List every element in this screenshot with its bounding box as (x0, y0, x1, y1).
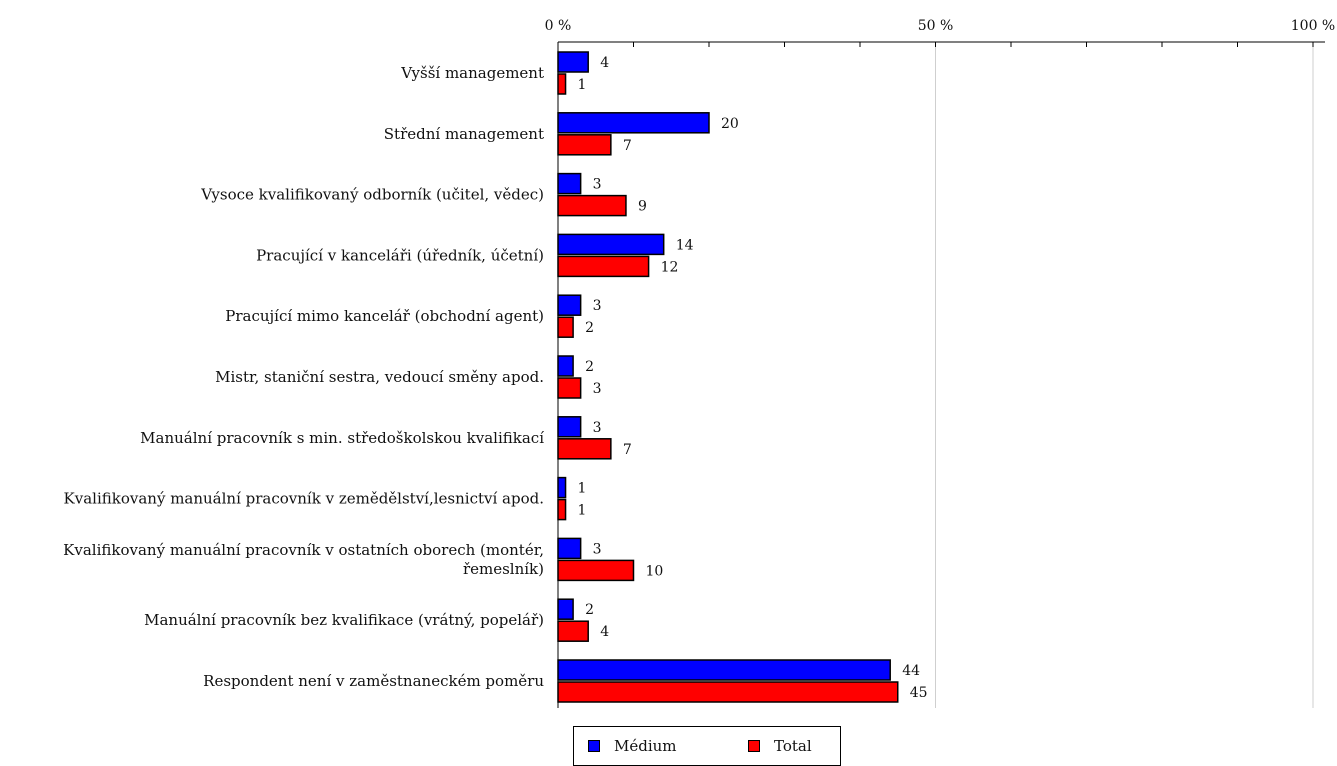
bar-total-1 (557, 134, 612, 156)
value-label-medium-9: 2 (585, 602, 594, 618)
category-label-4: Pracující mimo kancelář (obchodní agent) (225, 307, 544, 325)
bar-total-8 (557, 559, 635, 582)
bar-total-9 (557, 620, 589, 642)
value-label-medium-5: 2 (585, 359, 594, 375)
bars (557, 51, 899, 703)
category-label-6: Manuální pracovník s min. středoškolskou… (140, 429, 544, 447)
category-label-0: Vyšší management (400, 64, 544, 82)
bar-total-7 (557, 498, 567, 521)
bar-medium-2 (557, 172, 582, 195)
category-label-8: Kvalifikovaný manuální pracovník v ostat… (63, 541, 544, 578)
legend-item-medium: Médium (588, 737, 677, 755)
category-label-7: Kvalifikovaný manuální pracovník v zeměd… (64, 490, 544, 508)
value-label-medium-3: 14 (676, 237, 694, 253)
bar-medium-8 (557, 537, 582, 560)
bar-medium-4 (557, 294, 582, 316)
legend-item-total: Total (748, 737, 812, 755)
bar-medium-0 (557, 51, 589, 73)
legend-swatch-medium (588, 740, 600, 752)
bar-medium-10 (557, 659, 891, 681)
category-label-10: Respondent není v zaměstnaneckém poměru (203, 672, 544, 690)
bar-medium-1 (557, 112, 710, 134)
gridlines (935, 42, 1314, 708)
category-label-5: Mistr, staniční sestra, vedoucí směny ap… (215, 368, 544, 386)
value-label-medium-4: 3 (593, 298, 602, 314)
value-label-medium-0: 4 (600, 55, 609, 71)
bar-medium-9 (557, 598, 574, 620)
category-label-1: Střední management (384, 125, 544, 143)
category-label-9: Manuální pracovník bez kvalifikace (vrát… (144, 611, 544, 629)
value-label-medium-10: 44 (902, 663, 920, 679)
bar-total-0 (557, 73, 567, 95)
x-tick-label-100: 100 % (1291, 18, 1335, 34)
bar-medium-6 (557, 416, 582, 438)
value-label-medium-2: 3 (593, 177, 602, 193)
value-label-total-9: 4 (600, 624, 609, 640)
value-label-total-10: 45 (910, 685, 928, 701)
value-label-medium-7: 1 (578, 481, 587, 497)
category-label-3: Pracující v kanceláři (úředník, účetní) (256, 246, 544, 264)
bar-total-6 (557, 438, 612, 460)
value-label-total-7: 1 (578, 503, 587, 519)
bar-medium-5 (557, 355, 574, 377)
bar-total-3 (557, 255, 650, 278)
category-label-2: Vysoce kvalifikovaný odborník (učitel, v… (200, 186, 544, 204)
value-label-total-1: 7 (623, 138, 632, 154)
value-label-total-4: 2 (585, 320, 594, 336)
bar-medium-7 (557, 476, 567, 499)
legend-label-total: Total (774, 737, 812, 755)
x-tick-label-50: 50 % (918, 18, 954, 34)
value-label-total-3: 12 (661, 259, 679, 275)
value-label-medium-8: 3 (593, 541, 602, 557)
value-label-medium-6: 3 (593, 420, 602, 436)
bar-medium-3 (557, 233, 665, 256)
legend-swatch-total (748, 740, 760, 752)
value-label-total-5: 3 (593, 381, 602, 397)
value-label-total-8: 10 (646, 563, 664, 579)
x-tick-label-0: 0 % (545, 18, 572, 34)
value-label-total-0: 1 (578, 77, 587, 93)
bar-total-10 (557, 681, 899, 703)
legend: Médium Total (573, 726, 841, 766)
value-label-medium-1: 20 (721, 116, 739, 132)
axes (557, 41, 1325, 708)
bar-total-5 (557, 377, 582, 399)
value-label-total-6: 7 (623, 442, 632, 458)
bar-total-4 (557, 316, 574, 338)
value-label-total-2: 9 (638, 199, 647, 215)
legend-label-medium: Médium (614, 737, 677, 755)
bar-total-2 (557, 194, 627, 217)
